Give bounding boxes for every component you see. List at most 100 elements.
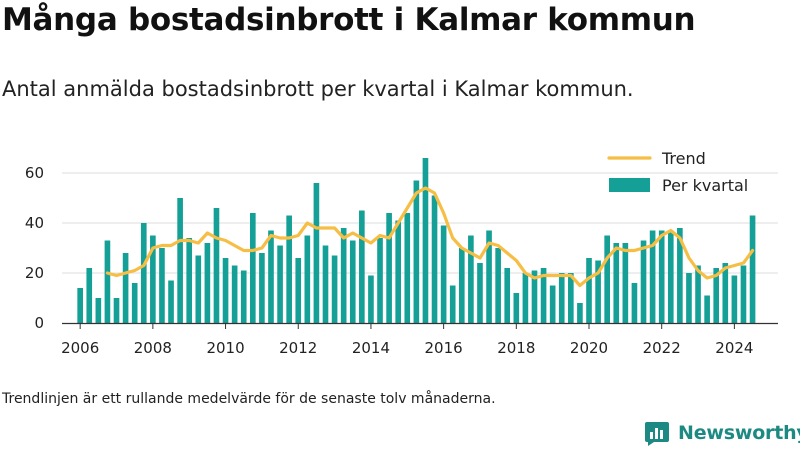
x-tick-label: 2014 — [352, 339, 390, 357]
bar — [204, 243, 211, 323]
bar — [86, 268, 93, 323]
bar-line-chart: 0 20 40 60 2006 2008 2010 2012 2014 2016 2018 2020 2… — [25, 149, 778, 357]
y-tick-label: 20 — [25, 264, 44, 282]
y-tick-label: 40 — [25, 214, 44, 232]
bar — [150, 235, 156, 323]
bar — [249, 213, 256, 323]
bar — [577, 303, 583, 323]
bar — [259, 253, 265, 323]
bar — [468, 235, 474, 323]
bar — [159, 248, 165, 323]
x-tick-label: 2020 — [570, 339, 608, 357]
bar — [649, 230, 656, 323]
bar — [504, 268, 511, 323]
bar — [304, 235, 311, 323]
bar — [431, 195, 438, 323]
bar — [586, 258, 592, 323]
bar — [613, 243, 620, 323]
bar — [295, 258, 302, 323]
legend-bar-label: Per kvartal — [662, 176, 748, 195]
legend-bar-swatch — [609, 178, 650, 192]
bar — [395, 220, 402, 323]
bar — [477, 263, 483, 323]
bar — [495, 248, 501, 323]
bar — [213, 208, 220, 323]
bar — [404, 213, 411, 323]
bar — [377, 238, 383, 323]
bar — [240, 270, 247, 323]
bar — [140, 223, 147, 323]
bar — [531, 270, 538, 323]
x-tick-label: 2012 — [279, 339, 317, 357]
bar — [422, 158, 429, 323]
bar — [686, 273, 692, 323]
x-tick-label: 2022 — [643, 339, 681, 357]
bar — [340, 228, 347, 323]
bar — [313, 183, 320, 323]
bar — [677, 228, 683, 323]
bar — [722, 263, 729, 323]
bar — [359, 210, 365, 323]
trend-series — [105, 186, 755, 288]
bar — [749, 215, 756, 323]
x-tick-label: 2008 — [134, 339, 172, 357]
bar — [549, 285, 556, 323]
brand-name: Newsworthy — [678, 422, 800, 444]
bar — [558, 273, 565, 323]
x-tick-label: 2010 — [206, 339, 244, 357]
bar — [413, 180, 420, 323]
bar — [186, 238, 193, 323]
bar — [113, 298, 120, 323]
x-tick-label: 2006 — [61, 339, 99, 357]
brand-logo[interactable]: Newsworthy — [644, 418, 800, 448]
x-tick-label: 2024 — [715, 339, 753, 357]
bar — [277, 245, 283, 323]
bar — [731, 275, 738, 323]
bar — [458, 248, 465, 323]
bar — [177, 198, 183, 323]
bar — [368, 275, 374, 323]
bar — [95, 298, 102, 323]
bar — [568, 273, 574, 323]
bar — [231, 265, 238, 323]
chart-subtitle: Antal anmälda bostadsinbrott per kvartal… — [2, 77, 634, 101]
bar — [222, 258, 229, 323]
bar — [122, 253, 129, 323]
bar — [104, 240, 111, 323]
bar — [522, 273, 529, 323]
bar — [658, 230, 665, 323]
bar — [622, 243, 629, 323]
bar — [631, 283, 638, 323]
bar — [695, 265, 701, 323]
bar — [704, 295, 710, 323]
bar — [195, 255, 202, 323]
bar — [604, 235, 610, 323]
bar — [131, 283, 138, 323]
bar — [286, 215, 292, 323]
x-tick-label: 2018 — [497, 339, 535, 357]
bar — [168, 280, 174, 323]
trend-line — [105, 186, 755, 288]
chart-title: Många bostadsinbrott i Kalmar kommun — [2, 2, 696, 38]
newsworthy-icon — [645, 422, 669, 446]
bar — [595, 260, 601, 323]
bar — [513, 293, 520, 323]
bar — [77, 288, 83, 323]
bar-series — [77, 158, 756, 323]
bar — [449, 285, 456, 323]
bar — [667, 230, 674, 323]
bar — [486, 230, 492, 323]
bar — [713, 268, 720, 323]
y-tick-label: 0 — [34, 314, 44, 332]
bar — [740, 265, 747, 323]
legend-trend-label: Trend — [661, 149, 706, 168]
legend: Trend Per kvartal — [607, 149, 748, 195]
footnote: Trendlinjen är ett rullande medelvärde f… — [2, 391, 496, 407]
bar — [640, 240, 647, 323]
y-tick-label: 60 — [25, 164, 44, 182]
bar — [268, 230, 274, 323]
bar — [386, 213, 392, 323]
bar — [322, 245, 329, 323]
x-tick-label: 2016 — [425, 339, 463, 357]
bar — [349, 240, 356, 323]
